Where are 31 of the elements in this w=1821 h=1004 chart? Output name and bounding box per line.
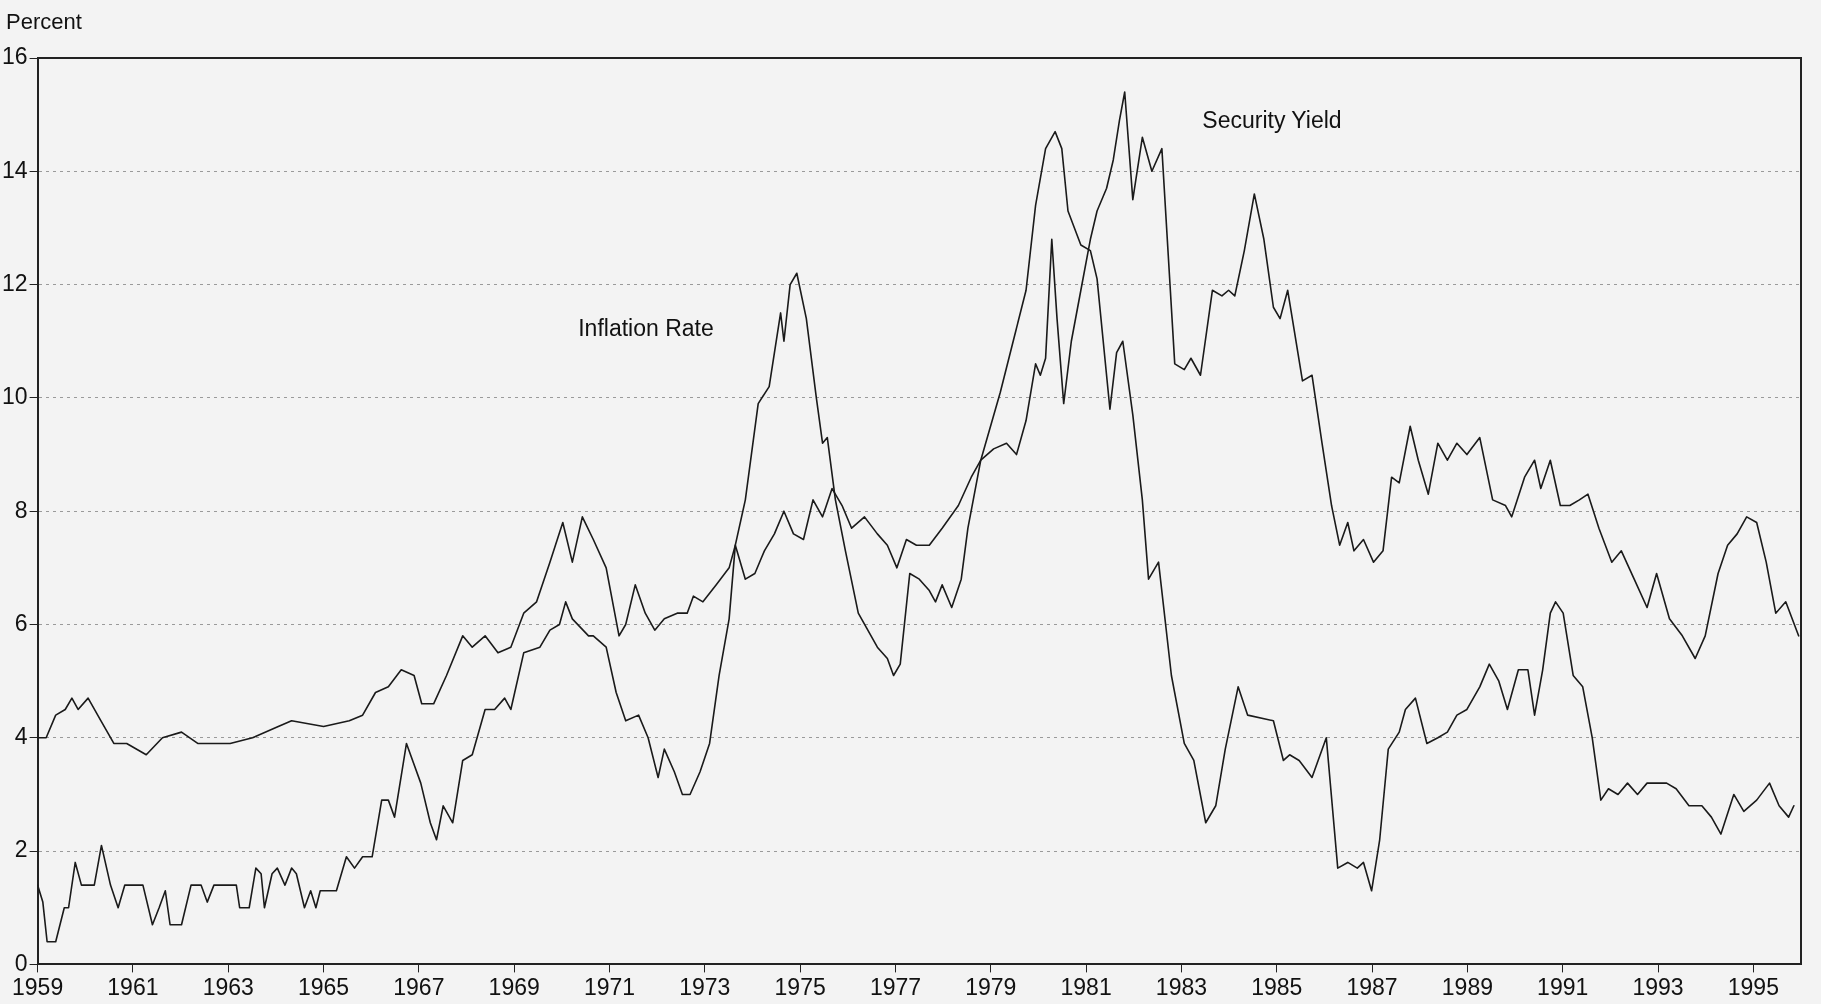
x-tick-label: 1981	[1060, 973, 1112, 1000]
x-tick-label: 1959	[12, 973, 64, 1000]
x-tick-label: 1995	[1727, 973, 1779, 1000]
x-tick-label: 1985	[1251, 973, 1303, 1000]
x-tick-label: 1977	[869, 973, 922, 1000]
x-tick-label: 1971	[583, 973, 636, 1000]
x-tick-label: 1969	[488, 973, 540, 1000]
x-tick-label: 1983	[1155, 973, 1208, 1000]
y-tick-label: 14	[1, 156, 28, 183]
x-tick-label: 1965	[297, 973, 350, 1000]
y-tick-label: 2	[14, 836, 28, 863]
x-tick-label: 1991	[1537, 973, 1589, 1000]
series-label: Security Yield	[1202, 106, 1342, 133]
text: Inflation Rate	[578, 315, 714, 342]
x-tick-label: 1987	[1346, 973, 1398, 1000]
x-tick-label: 1979	[965, 973, 1017, 1000]
y-tick-label: 12	[1, 269, 28, 296]
y-tick-label: 10	[1, 383, 28, 410]
y-axis-title: Percent	[6, 9, 82, 35]
x-tick-label: 1961	[107, 973, 159, 1000]
x-tick-label: 1963	[202, 973, 254, 1000]
y-tick-label: 16	[1, 43, 28, 70]
x-tick-label: 1975	[774, 973, 826, 1000]
x-tick-label: 1967	[393, 973, 445, 1000]
y-tick-label: 0	[14, 949, 28, 976]
y-tick-label: 6	[14, 609, 28, 636]
x-tick-label: 1993	[1632, 973, 1684, 1000]
x-tick-label: 1989	[1441, 973, 1493, 1000]
y-tick-label: 8	[14, 496, 28, 523]
y-tick-label: 4	[14, 723, 28, 750]
x-tick-label: 1973	[679, 973, 731, 1000]
